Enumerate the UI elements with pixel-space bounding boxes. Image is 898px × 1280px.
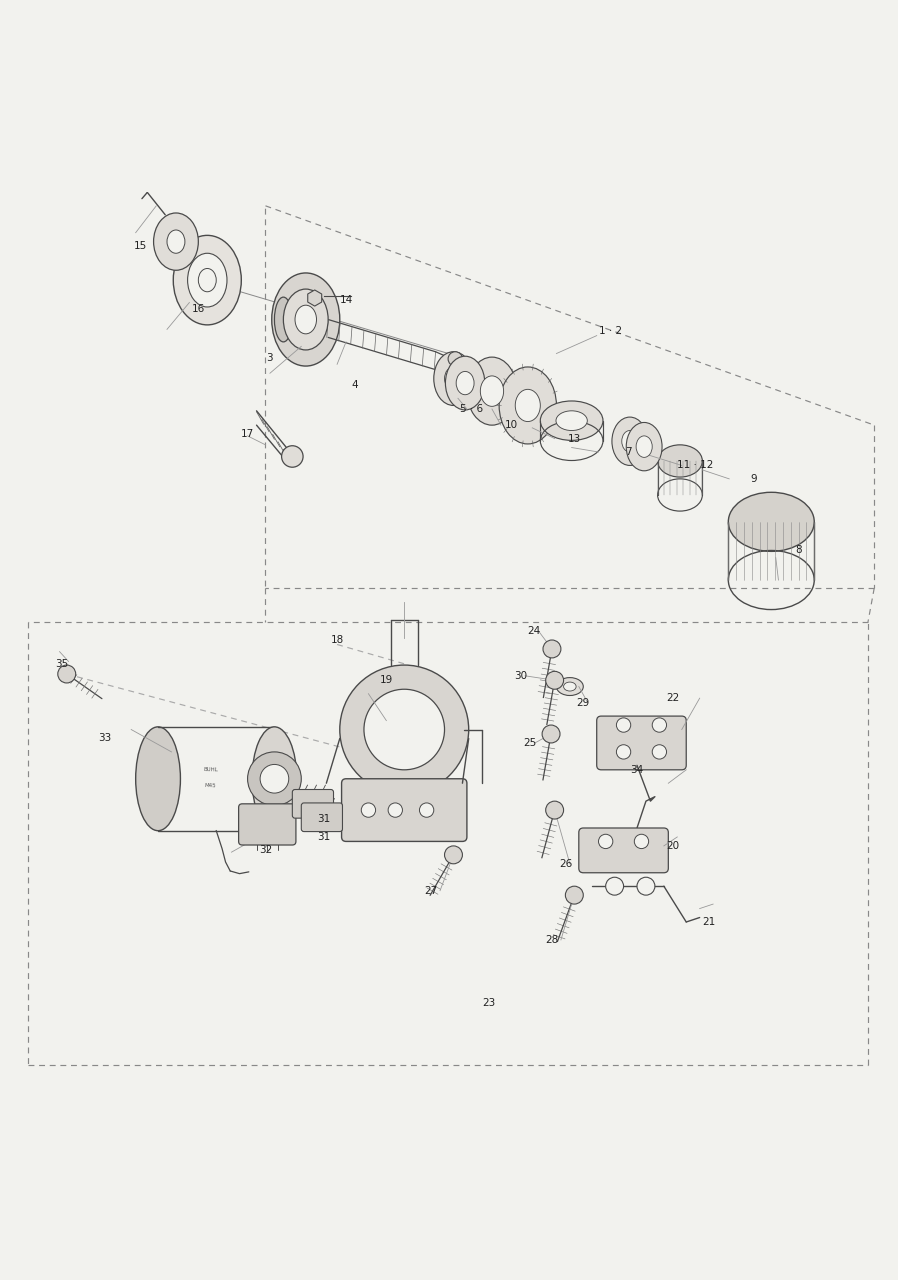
Text: 23: 23 [482,997,496,1007]
Text: 25: 25 [523,739,536,748]
Ellipse shape [456,371,474,394]
FancyBboxPatch shape [239,804,296,845]
Ellipse shape [543,640,561,658]
Text: 13: 13 [568,434,581,444]
Text: 33: 33 [98,733,111,744]
Text: 32: 32 [259,845,272,855]
Text: M45: M45 [205,783,216,788]
Ellipse shape [198,269,216,292]
Text: 3: 3 [267,353,273,364]
Ellipse shape [284,289,328,349]
Text: BUHL: BUHL [203,767,218,773]
Circle shape [616,718,630,732]
Circle shape [248,751,302,805]
Circle shape [652,718,666,732]
Circle shape [364,689,445,769]
Text: 16: 16 [191,303,205,314]
Ellipse shape [275,297,293,342]
Ellipse shape [295,305,316,334]
Ellipse shape [252,727,297,831]
Text: 30: 30 [514,671,527,681]
FancyBboxPatch shape [579,828,668,873]
FancyBboxPatch shape [341,778,467,841]
Circle shape [388,803,402,817]
Ellipse shape [499,367,557,444]
Text: 10: 10 [505,420,518,430]
Polygon shape [308,291,321,306]
Circle shape [339,666,469,794]
Ellipse shape [541,401,603,440]
Text: 7: 7 [625,447,631,457]
FancyBboxPatch shape [293,790,333,818]
Ellipse shape [626,422,662,471]
FancyBboxPatch shape [302,803,342,832]
Circle shape [634,835,648,849]
Circle shape [282,445,304,467]
Text: 26: 26 [559,859,572,869]
Circle shape [652,745,666,759]
Text: 31: 31 [317,832,330,842]
Ellipse shape [728,493,814,552]
Ellipse shape [445,356,485,410]
Text: 27: 27 [425,886,437,896]
Ellipse shape [445,846,462,864]
Text: 9: 9 [750,474,757,484]
Text: 15: 15 [134,241,146,251]
Text: 28: 28 [545,934,559,945]
Text: 14: 14 [339,294,353,305]
Ellipse shape [546,801,564,819]
Text: 22: 22 [666,694,680,703]
FancyBboxPatch shape [596,716,686,769]
Text: 5 · 6: 5 · 6 [460,404,483,413]
Ellipse shape [557,677,584,695]
Ellipse shape [272,273,339,366]
Ellipse shape [556,411,587,430]
Ellipse shape [445,367,462,390]
Ellipse shape [434,352,473,406]
Ellipse shape [57,666,75,684]
Ellipse shape [154,212,198,270]
Ellipse shape [480,376,504,406]
Text: 8: 8 [795,545,801,556]
Ellipse shape [612,417,647,466]
Ellipse shape [546,671,564,689]
Text: 34: 34 [630,765,644,774]
Text: 11 · 12: 11 · 12 [677,461,713,471]
Circle shape [616,745,630,759]
Ellipse shape [467,357,517,425]
Circle shape [361,803,375,817]
Text: 18: 18 [330,635,344,645]
Text: 19: 19 [380,676,393,685]
Ellipse shape [167,230,185,253]
Ellipse shape [448,352,462,366]
Ellipse shape [636,436,652,457]
Text: 35: 35 [56,659,69,669]
Circle shape [637,877,655,895]
Text: 20: 20 [666,841,680,851]
Ellipse shape [566,886,584,904]
Ellipse shape [515,389,541,421]
Ellipse shape [621,430,638,452]
Ellipse shape [542,724,560,742]
Ellipse shape [188,253,227,307]
Text: 29: 29 [577,698,590,708]
Text: 17: 17 [241,429,254,439]
Ellipse shape [564,682,577,691]
Circle shape [419,803,434,817]
Text: 4: 4 [352,380,358,390]
Circle shape [605,877,623,895]
Ellipse shape [657,445,702,477]
Ellipse shape [173,236,242,325]
Text: 1 · 2: 1 · 2 [599,326,621,337]
Circle shape [598,835,612,849]
Ellipse shape [136,727,180,831]
Text: 21: 21 [702,916,715,927]
Circle shape [260,764,289,794]
Text: 31: 31 [317,814,330,824]
Text: 24: 24 [527,626,541,636]
